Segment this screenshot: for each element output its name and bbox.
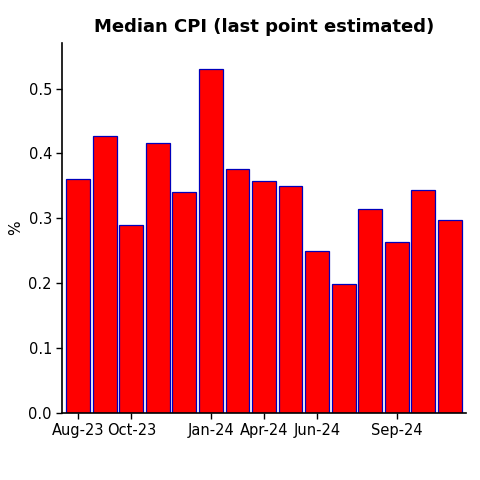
Bar bbox=[199, 69, 223, 413]
Bar bbox=[358, 208, 382, 413]
Bar bbox=[384, 241, 408, 413]
Bar bbox=[411, 190, 435, 413]
Bar bbox=[332, 285, 356, 413]
Title: Median CPI (last point estimated): Median CPI (last point estimated) bbox=[94, 18, 434, 36]
Bar bbox=[305, 251, 329, 413]
Bar bbox=[146, 143, 170, 413]
Bar bbox=[120, 226, 144, 413]
Bar bbox=[252, 181, 276, 413]
Bar bbox=[278, 186, 302, 413]
Bar bbox=[172, 192, 196, 413]
Bar bbox=[66, 180, 90, 413]
Bar bbox=[438, 219, 462, 413]
Y-axis label: %: % bbox=[8, 221, 23, 235]
Bar bbox=[93, 136, 117, 413]
Bar bbox=[226, 169, 250, 413]
